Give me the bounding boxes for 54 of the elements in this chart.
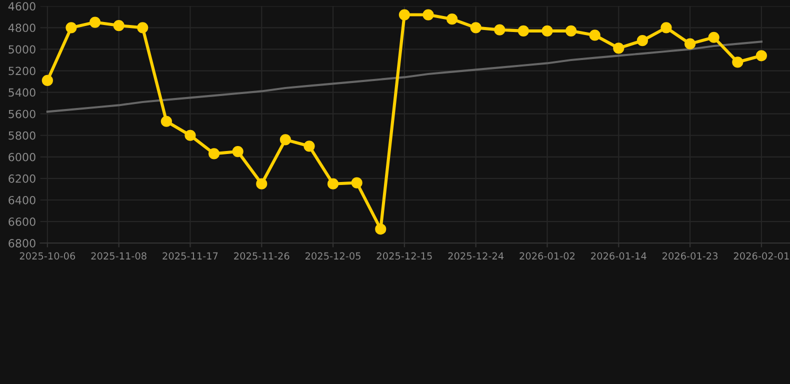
point bbox=[518, 25, 529, 36]
point bbox=[494, 24, 506, 36]
x-tick-label: 2026-01-02 bbox=[520, 252, 575, 260]
point bbox=[304, 140, 315, 152]
point bbox=[42, 74, 53, 86]
y-tick-label: 4600 bbox=[8, 2, 36, 11]
point bbox=[256, 178, 268, 190]
y-tick-label: 5800 bbox=[8, 131, 36, 140]
x-tick-label: 2025-12-15 bbox=[376, 252, 432, 260]
point bbox=[208, 148, 220, 160]
point bbox=[660, 22, 672, 34]
point bbox=[422, 9, 434, 20]
x-tick-label: 2026-01-14 bbox=[591, 252, 646, 260]
point bbox=[756, 50, 767, 62]
point bbox=[66, 22, 77, 34]
y-tick-label: 6800 bbox=[8, 239, 36, 248]
point bbox=[542, 25, 553, 36]
point bbox=[113, 20, 124, 32]
point bbox=[684, 38, 696, 50]
x-tick-label: 2025-11-08 bbox=[91, 252, 146, 260]
point bbox=[160, 116, 172, 127]
y-tick-label: 4800 bbox=[8, 24, 36, 32]
point bbox=[280, 134, 291, 146]
y-tick-label: 6600 bbox=[8, 218, 36, 226]
point bbox=[351, 177, 362, 188]
point bbox=[398, 9, 410, 20]
point bbox=[184, 130, 196, 141]
point bbox=[636, 35, 648, 46]
point bbox=[708, 32, 720, 43]
point bbox=[137, 22, 148, 34]
point bbox=[470, 22, 482, 34]
point bbox=[446, 14, 458, 25]
point bbox=[375, 224, 386, 235]
y-tick-label: 6400 bbox=[8, 196, 36, 204]
point bbox=[732, 56, 744, 68]
x-tick-label: 2025-12-05 bbox=[305, 252, 360, 260]
point bbox=[565, 25, 577, 36]
y-tick-label: 5400 bbox=[8, 88, 36, 97]
x-tick-label: 2025-10-06 bbox=[20, 252, 76, 260]
point bbox=[89, 16, 101, 28]
y-tick-label: 5200 bbox=[8, 66, 36, 76]
y-tick-label: 5600 bbox=[8, 110, 36, 118]
x-tick-label: 2026-01-23 bbox=[662, 252, 718, 260]
x-tick-label: 2025-11-17 bbox=[162, 252, 218, 260]
x-tick-label: 2026-02-01 bbox=[734, 252, 789, 260]
point bbox=[327, 178, 339, 190]
x-tick-label: 2025-12-24 bbox=[448, 252, 504, 260]
x-tick-label: 2025-11-26 bbox=[234, 252, 290, 260]
point bbox=[589, 30, 600, 41]
point bbox=[613, 42, 624, 54]
y-tick-label: 6200 bbox=[8, 174, 36, 183]
y-tick-label: 6000 bbox=[8, 152, 36, 162]
y-tick-label: 5000 bbox=[8, 45, 36, 54]
point bbox=[232, 146, 244, 158]
